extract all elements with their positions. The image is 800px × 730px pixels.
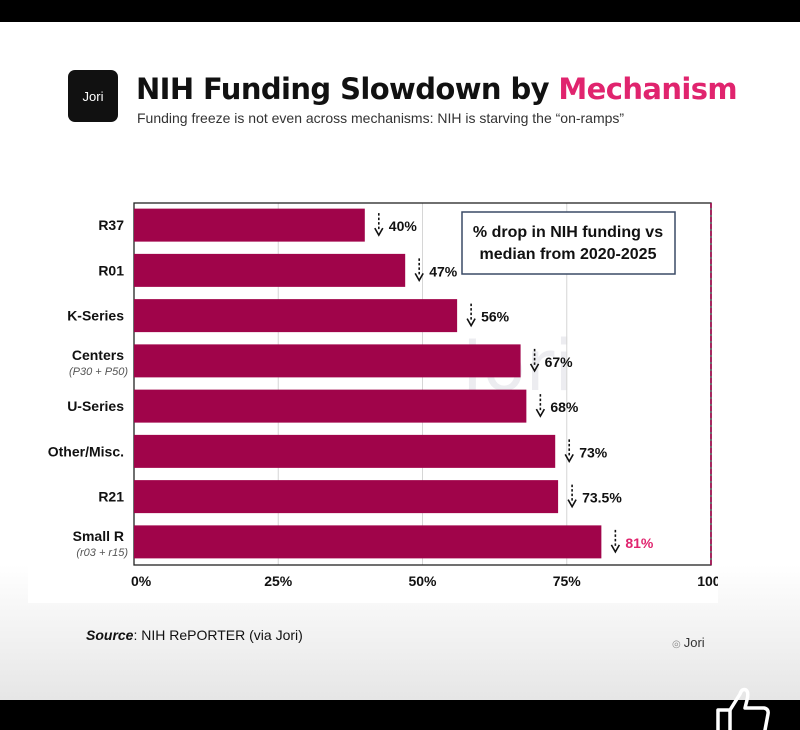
bar — [134, 480, 559, 514]
category-sublabel: (P30 + P50) — [69, 366, 128, 378]
brand-icon: ◎ — [672, 639, 681, 650]
bar — [134, 525, 602, 559]
down-arrow-head-icon — [610, 544, 621, 554]
category-label: R37 — [98, 217, 124, 233]
plot-frame — [133, 202, 712, 566]
bar — [134, 299, 458, 333]
category-label: R01 — [98, 262, 124, 278]
down-arrow-head-icon — [374, 227, 384, 237]
source-text: : NIH RePORTER (via Jori) — [133, 627, 303, 643]
data-label: 67% — [545, 354, 574, 370]
data-label: 56% — [481, 309, 510, 325]
down-arrow-head-icon — [567, 499, 577, 509]
down-arrow-head-icon — [466, 318, 476, 328]
bar — [134, 208, 365, 242]
annotation-text: % drop in NIH funding vs — [473, 224, 663, 241]
thumbs-up-icon — [716, 687, 770, 730]
down-arrow-head-icon — [564, 453, 574, 463]
category-label: R21 — [98, 489, 124, 505]
down-arrow-head-icon — [529, 363, 540, 373]
data-label: 68% — [550, 399, 579, 415]
data-label: 73.5% — [582, 490, 622, 506]
x-tick-label: 0% — [131, 573, 152, 589]
chart-card: Jori NIH Funding Slowdown by Mechanism F… — [0, 22, 800, 700]
category-label: K-Series — [67, 308, 124, 324]
page-title: NIH Funding Slowdown by Mechanism — [136, 72, 738, 106]
annotation-text: median from 2020-2025 — [480, 246, 657, 263]
category-label: Other/Misc. — [48, 443, 124, 459]
x-tick-label: 75% — [553, 573, 582, 589]
source-label: Source — [86, 627, 134, 643]
data-label: 47% — [429, 263, 458, 279]
logo-text: Jori — [82, 88, 104, 104]
source-note: Source: NIH RePORTER (via Jori) — [86, 627, 303, 643]
category-label: Centers — [72, 347, 124, 363]
category-label: Small R — [73, 528, 124, 544]
subtitle: Funding freeze is not even across mechan… — [137, 110, 625, 126]
bar — [134, 253, 406, 287]
x-tick-label: 100% — [697, 573, 718, 589]
brand-footer: ◎ Jori — [672, 635, 705, 650]
data-label: 40% — [389, 218, 418, 234]
bar — [134, 434, 556, 468]
jori-logo: Jori — [68, 70, 118, 122]
brand-text: Jori — [683, 635, 705, 650]
title-main: NIH Funding Slowdown by — [136, 72, 550, 106]
data-label: 81% — [625, 535, 654, 551]
title-highlight: Mechanism — [558, 72, 738, 106]
bar — [134, 344, 521, 378]
data-label: 73% — [579, 444, 608, 460]
down-arrow-head-icon — [414, 272, 424, 282]
category-label: U-Series — [67, 398, 124, 414]
bar — [134, 389, 527, 423]
down-arrow-head-icon — [535, 408, 546, 418]
x-axis-label: Shortfall v/s Baseline (%) — [299, 601, 526, 603]
x-tick-label: 50% — [408, 573, 437, 589]
category-sublabel: (r03 + r15) — [76, 547, 128, 559]
annotation-box — [461, 211, 676, 275]
x-tick-label: 25% — [264, 573, 293, 589]
